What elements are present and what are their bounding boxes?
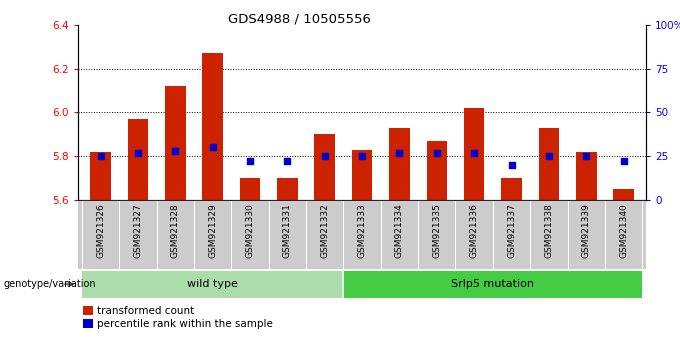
Text: wild type: wild type xyxy=(187,279,238,289)
Text: GSM921337: GSM921337 xyxy=(507,204,516,258)
Text: genotype/variation: genotype/variation xyxy=(3,279,96,289)
Text: GSM921336: GSM921336 xyxy=(470,204,479,258)
Bar xyxy=(240,178,260,200)
Text: GSM921333: GSM921333 xyxy=(358,204,367,258)
Bar xyxy=(90,152,111,200)
Point xyxy=(618,159,629,164)
Bar xyxy=(613,189,634,200)
Bar xyxy=(426,141,447,200)
Point xyxy=(282,159,293,164)
Bar xyxy=(501,178,522,200)
Bar xyxy=(165,86,186,200)
Text: GSM921329: GSM921329 xyxy=(208,204,217,258)
Text: GSM921338: GSM921338 xyxy=(545,204,554,258)
Bar xyxy=(128,119,148,200)
Point xyxy=(431,150,442,155)
Point xyxy=(207,145,218,150)
Text: GDS4988 / 10505556: GDS4988 / 10505556 xyxy=(228,12,371,25)
Point xyxy=(320,153,330,159)
Point xyxy=(245,159,256,164)
Bar xyxy=(389,128,410,200)
Text: GSM921327: GSM921327 xyxy=(133,204,143,258)
Bar xyxy=(314,134,335,200)
Bar xyxy=(277,178,298,200)
Text: GSM921330: GSM921330 xyxy=(245,204,254,258)
Point xyxy=(581,153,592,159)
Text: GSM921328: GSM921328 xyxy=(171,204,180,258)
Bar xyxy=(352,150,373,200)
Bar xyxy=(576,152,596,200)
Text: GSM921326: GSM921326 xyxy=(96,204,105,258)
Text: GSM921331: GSM921331 xyxy=(283,204,292,258)
Point xyxy=(394,150,405,155)
Legend: transformed count, percentile rank within the sample: transformed count, percentile rank withi… xyxy=(84,306,273,329)
Text: GSM921340: GSM921340 xyxy=(619,204,628,258)
Text: GSM921334: GSM921334 xyxy=(395,204,404,258)
Point xyxy=(170,148,181,154)
Bar xyxy=(203,53,223,200)
Point xyxy=(469,150,479,155)
Text: GSM921332: GSM921332 xyxy=(320,204,329,258)
Point xyxy=(133,150,143,155)
Text: GSM921335: GSM921335 xyxy=(432,204,441,258)
Bar xyxy=(343,270,643,298)
Point xyxy=(356,153,367,159)
Bar xyxy=(82,270,343,298)
Bar xyxy=(539,128,559,200)
Text: Srlp5 mutation: Srlp5 mutation xyxy=(452,279,534,289)
Point xyxy=(543,153,554,159)
Bar xyxy=(464,108,484,200)
Point xyxy=(506,162,517,168)
Point xyxy=(95,153,106,159)
Text: GSM921339: GSM921339 xyxy=(581,204,591,258)
